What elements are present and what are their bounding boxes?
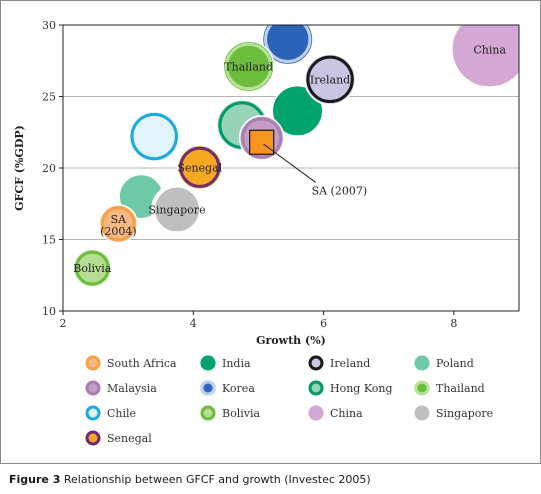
legend-swatch-ring — [308, 355, 324, 371]
bubble-china: China — [451, 25, 519, 88]
legend-swatch-ring — [308, 405, 324, 421]
legend-label: Korea — [222, 382, 255, 395]
legend-swatch-ring — [414, 380, 430, 396]
bubble-label: Thailand — [224, 60, 273, 73]
bubble-mark — [98, 204, 139, 244]
bubble-mark — [72, 248, 112, 288]
legend-swatch — [414, 405, 430, 421]
legend-label: Thailand — [436, 382, 485, 395]
legend-label: Hong Kong — [330, 382, 393, 395]
legend-item-korea: Korea — [200, 380, 255, 396]
legend-label: India — [222, 357, 251, 370]
legend-swatch-ring — [200, 355, 216, 371]
legend: South Africa India Ireland Poland Malaysia Ko… — [85, 355, 493, 446]
bubble-india — [271, 84, 324, 137]
bubble-ring — [179, 146, 221, 188]
bubble-ring — [241, 117, 283, 159]
legend-swatch-ring — [85, 355, 101, 371]
bubble-label: Bolivia — [73, 262, 111, 275]
legend-label: China — [330, 407, 363, 420]
bubble-ring — [224, 42, 273, 91]
x-tick-label: 2 — [60, 317, 67, 330]
legend-item-south-africa: South Africa — [85, 355, 177, 371]
highlight-marker — [249, 129, 275, 155]
legend-item-senegal: Senegal — [85, 430, 152, 446]
legend-item-hong-kong: Hong Kong — [308, 380, 393, 396]
legend-item-chile: Chile — [85, 405, 136, 421]
bubble-mark — [177, 144, 223, 191]
bubble-mark — [261, 25, 314, 66]
figure-caption-text: Relationship between GFCF and growth (In… — [63, 473, 371, 486]
highlight-leader-line — [263, 143, 316, 183]
y-tick-label: 25 — [42, 91, 56, 104]
bubble-mark — [451, 25, 519, 88]
legend-item-india: India — [200, 355, 251, 371]
bubble-mark — [222, 40, 275, 93]
bubble-mark — [304, 53, 357, 106]
bubble-label: Singapore — [148, 203, 205, 216]
legend-swatch-ring — [200, 405, 216, 421]
bubble-ring — [273, 87, 322, 135]
legend-label: Senegal — [107, 432, 152, 445]
x-tick-label: 4 — [190, 317, 197, 330]
y-axis-label: GFCF (%GDP) — [13, 125, 26, 211]
bubble-ring — [100, 206, 136, 242]
bubble-label: Ireland — [310, 73, 350, 86]
legend-swatch-ring — [200, 380, 216, 396]
bubble-ring — [306, 55, 354, 104]
axis-ticks: 10 15 20 25 30 2 4 6 8 — [42, 19, 457, 330]
bubble-south-africa: SA (2004) — [98, 204, 139, 244]
bubble-label: Senegal — [177, 161, 222, 174]
legend-label: Chile — [107, 407, 136, 420]
bubble-ring — [74, 250, 110, 286]
x-tick-label: 8 — [450, 317, 457, 330]
bubble-chart: China Ireland Thailand Singapore SA (2004) Bol… — [13, 19, 520, 446]
legend-swatch-ring — [308, 380, 324, 396]
legend-label: Malaysia — [107, 382, 157, 395]
legend-item-singapore: Singapore — [414, 405, 493, 421]
y-tick-label: 15 — [42, 234, 56, 247]
bubble-ring — [264, 25, 312, 63]
figure-number: Figure 3 — [9, 473, 61, 486]
legend-label: Poland — [436, 357, 474, 370]
bubble-mark — [128, 110, 181, 163]
bubble-ireland: Ireland — [304, 53, 357, 106]
bubble-singapore: Singapore — [148, 183, 206, 236]
bubble-label: SA (2004) — [100, 213, 137, 238]
bubble-thailand: Thailand — [222, 40, 275, 93]
y-tick-label: 30 — [42, 19, 56, 32]
bubble-mark — [271, 84, 324, 137]
x-axis-label: Growth (%) — [256, 334, 326, 347]
legend-swatch-ring — [85, 380, 101, 396]
legend-item-poland: Poland — [414, 355, 474, 371]
highlight-label: SA (2007) — [312, 184, 368, 197]
bubble-senegal: Senegal — [177, 144, 223, 191]
y-tick-label: 10 — [42, 305, 56, 318]
bubble-korea — [261, 25, 314, 66]
legend-label: Singapore — [436, 407, 493, 420]
x-tick-label: 6 — [320, 317, 327, 330]
legend-item-thailand: Thailand — [414, 380, 485, 396]
legend-swatch-ring — [414, 355, 430, 371]
legend-item-malaysia: Malaysia — [85, 380, 157, 396]
figure-caption: Figure 3 Relationship between GFCF and g… — [9, 473, 371, 486]
annotations-layer: SA (2007) — [249, 129, 368, 197]
bubble-chile — [128, 110, 181, 163]
bubble-mark — [151, 183, 203, 236]
legend-label: Bolivia — [222, 407, 260, 420]
legend-item-bolivia: Bolivia — [200, 405, 260, 421]
bubble-ring — [130, 112, 178, 161]
legend-label: South Africa — [107, 357, 177, 370]
bubble-bolivia: Bolivia — [72, 248, 112, 288]
legend-item-china: China — [308, 405, 363, 421]
legend-label: Ireland — [330, 357, 370, 370]
y-tick-label: 20 — [42, 162, 56, 175]
legend-item-ireland: Ireland — [308, 355, 370, 371]
bubble-ring — [453, 25, 519, 86]
bubble-label: China — [473, 43, 506, 56]
legend-swatch-ring — [85, 430, 101, 446]
legend-swatch-ring — [85, 405, 101, 421]
